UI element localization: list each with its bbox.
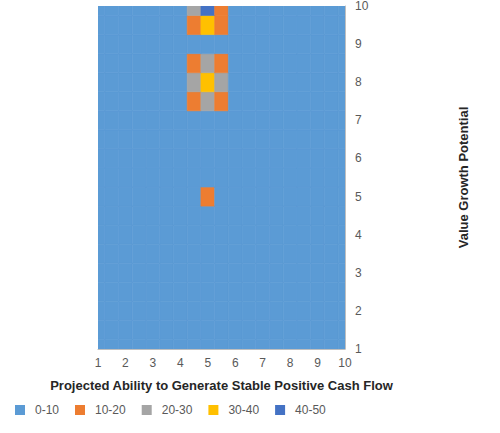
svg-text:0-10: 0-10 — [35, 403, 59, 417]
svg-text:40-50: 40-50 — [295, 403, 326, 417]
svg-text:30-40: 30-40 — [228, 403, 259, 417]
svg-text:10: 10 — [338, 356, 352, 370]
svg-text:3: 3 — [150, 356, 157, 370]
svg-text:7: 7 — [259, 356, 266, 370]
svg-text:Projected Ability to Generate: Projected Ability to Generate Stable Pos… — [50, 378, 394, 393]
svg-text:5: 5 — [204, 356, 211, 370]
svg-text:6: 6 — [355, 151, 362, 165]
svg-text:1: 1 — [355, 342, 362, 356]
svg-text:5: 5 — [355, 190, 362, 204]
svg-text:8: 8 — [287, 356, 294, 370]
svg-text:2: 2 — [355, 304, 362, 318]
svg-text:1: 1 — [95, 356, 102, 370]
svg-text:10-20: 10-20 — [95, 403, 126, 417]
svg-text:6: 6 — [232, 356, 239, 370]
svg-text:10: 10 — [355, 0, 369, 13]
svg-text:4: 4 — [177, 356, 184, 370]
svg-text:8: 8 — [355, 75, 362, 89]
svg-text:Value Growth Potential: Value Growth Potential — [456, 107, 471, 249]
svg-text:20-30: 20-30 — [162, 403, 193, 417]
svg-text:3: 3 — [355, 266, 362, 280]
svg-text:9: 9 — [314, 356, 321, 370]
svg-text:7: 7 — [355, 113, 362, 127]
svg-text:9: 9 — [355, 37, 362, 51]
svg-text:4: 4 — [355, 228, 362, 242]
svg-text:2: 2 — [122, 356, 129, 370]
